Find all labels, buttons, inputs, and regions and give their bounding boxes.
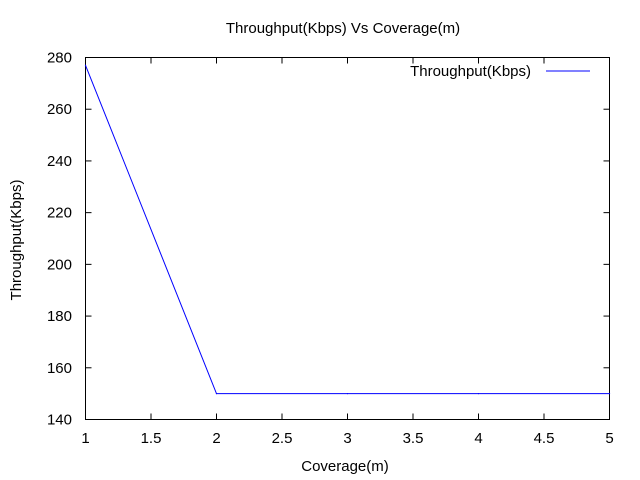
x-tick-label-5: 5: [605, 430, 613, 447]
y-tick-label-200: 200: [47, 256, 72, 273]
y-tick-label-180: 180: [47, 308, 72, 325]
x-tick-label-2: 2: [212, 430, 220, 447]
x-tick-label-4-5: 4.5: [534, 430, 555, 447]
y-tick-label-240: 240: [47, 153, 72, 170]
legend: Throughput(Kbps): [410, 63, 590, 80]
x-tick-label-2-5: 2.5: [272, 430, 293, 447]
y-tick-label-220: 220: [47, 205, 72, 222]
y-axis: 140 160 180 200 220 240 260 280: [47, 50, 610, 429]
series-line-0: [85, 65, 610, 395]
data-point-0-2: [346, 393, 349, 395]
y-tick-label-140: 140: [47, 412, 72, 429]
y-axis-label: Throughput(Kbps): [8, 180, 25, 301]
x-tick-label-3-5: 3.5: [403, 430, 424, 447]
x-axis-label: Coverage(m): [301, 458, 389, 475]
series-layer: [84, 64, 611, 395]
data-point-0-0: [84, 64, 87, 66]
x-tick-label-1: 1: [81, 430, 89, 447]
x-tick-label-3: 3: [343, 430, 351, 447]
y-tick-label-160: 160: [47, 360, 72, 377]
data-point-0-1: [215, 393, 218, 395]
chart-title: Throughput(Kbps) Vs Coverage(m): [226, 20, 460, 37]
data-point-0-4: [608, 393, 611, 395]
plot-frame: [85, 57, 610, 420]
y-tick-label-260: 260: [47, 101, 72, 118]
data-point-0-3: [477, 393, 480, 395]
x-tick-label-4: 4: [474, 430, 482, 447]
x-axis: 1 1.5 2 2.5 3 3.5 4 4.5 5: [81, 57, 614, 447]
legend-label: Throughput(Kbps): [410, 63, 531, 80]
y-tick-label-280: 280: [47, 50, 72, 67]
x-tick-label-1-5: 1.5: [141, 430, 162, 447]
